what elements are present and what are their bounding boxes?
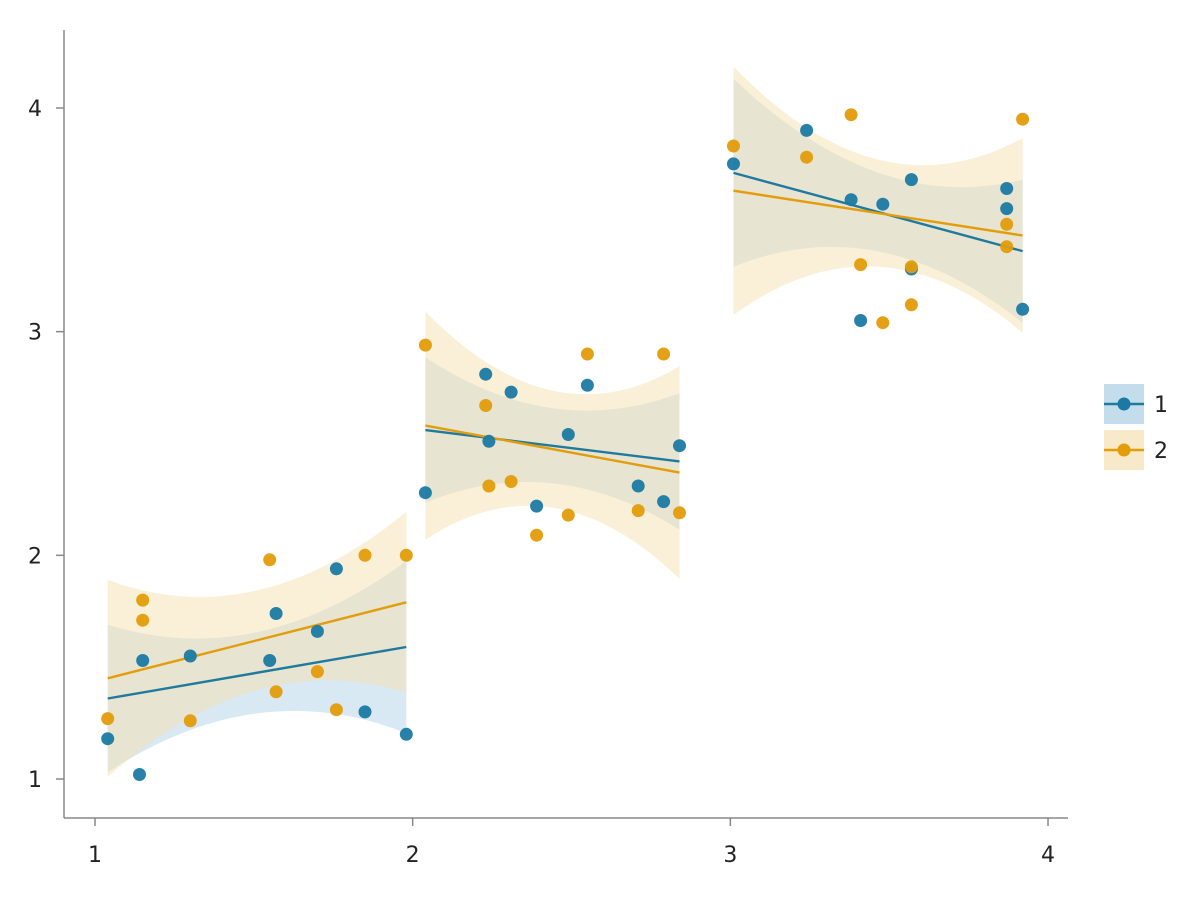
data-point-series-1-24 bbox=[854, 314, 868, 327]
data-point-series-1-7 bbox=[310, 624, 324, 638]
legend-marker-1 bbox=[1117, 397, 1131, 411]
data-point-series-1-1 bbox=[101, 732, 115, 746]
data-point-series-2-20 bbox=[673, 506, 686, 520]
data-point-series-2-18 bbox=[631, 504, 645, 518]
x-tick-label-1: 1 bbox=[88, 843, 102, 868]
legend-label-2: 2 bbox=[1154, 439, 1168, 464]
fit-line-series-2-2 bbox=[425, 424, 680, 474]
data-point-series-1-9 bbox=[358, 705, 372, 719]
y-tick-label-3: 3 bbox=[28, 321, 42, 346]
confidence-bands bbox=[107, 66, 1023, 777]
legend-marker-2 bbox=[1117, 443, 1131, 457]
data-point-series-1-15 bbox=[530, 499, 544, 513]
data-point-series-1-25 bbox=[876, 197, 890, 211]
data-point-series-2-6 bbox=[269, 685, 283, 699]
legend-label-1: 1 bbox=[1154, 393, 1168, 418]
data-point-series-1-21 bbox=[727, 157, 740, 171]
fit-lines bbox=[107, 171, 1023, 700]
data-point-series-2-30 bbox=[1016, 112, 1030, 126]
data-point-series-1-8 bbox=[329, 562, 343, 576]
data-point-series-2-14 bbox=[504, 475, 518, 488]
data-point-series-2-15 bbox=[530, 528, 544, 542]
y-tick-label-4: 4 bbox=[28, 97, 42, 122]
data-point-series-1-12 bbox=[479, 367, 493, 381]
data-point-series-2-24 bbox=[854, 258, 868, 272]
data-point-series-2-7 bbox=[310, 665, 324, 679]
legend: 12 bbox=[1104, 384, 1168, 470]
data-point-series-2-3 bbox=[136, 613, 150, 627]
fit-line-series-1-1 bbox=[107, 645, 407, 700]
data-point-series-2-17 bbox=[580, 347, 594, 361]
data-point-series-1-5 bbox=[263, 654, 277, 667]
data-point-series-2-10 bbox=[399, 548, 413, 562]
fit-line-series-1-2 bbox=[425, 428, 680, 463]
data-point-series-2-25 bbox=[876, 316, 890, 330]
data-point-series-1-2 bbox=[133, 768, 146, 781]
data-point-series-2-28 bbox=[1000, 217, 1014, 231]
data-point-series-1-16 bbox=[561, 428, 575, 441]
x-tick-label-3: 3 bbox=[723, 843, 737, 868]
data-point-series-1-28 bbox=[1000, 182, 1014, 195]
data-point-series-1-19 bbox=[657, 495, 671, 509]
data-point-series-1-4 bbox=[183, 649, 197, 663]
data-point-series-1-26 bbox=[904, 173, 918, 187]
data-points bbox=[101, 108, 1030, 781]
data-point-series-2-23 bbox=[844, 108, 858, 122]
data-point-series-2-27 bbox=[904, 298, 918, 312]
data-point-series-1-30 bbox=[1016, 302, 1030, 316]
data-point-series-2-13 bbox=[482, 479, 496, 493]
data-point-series-1-17 bbox=[580, 378, 594, 392]
confidence-band-series-2-1 bbox=[107, 511, 407, 777]
data-point-series-2-2 bbox=[136, 593, 150, 607]
data-point-series-1-3 bbox=[136, 654, 150, 667]
fit-line-series-2-1 bbox=[107, 601, 407, 680]
data-point-series-2-11 bbox=[418, 338, 432, 352]
x-tick-label-2: 2 bbox=[406, 843, 420, 868]
data-point-series-1-22 bbox=[800, 123, 814, 137]
data-point-series-2-9 bbox=[358, 548, 372, 562]
data-point-series-1-14 bbox=[504, 385, 518, 399]
data-point-series-2-21 bbox=[727, 139, 740, 153]
data-point-series-2-1 bbox=[101, 712, 115, 726]
data-point-series-1-29 bbox=[1000, 202, 1014, 216]
data-point-series-1-6 bbox=[269, 607, 283, 620]
fit-line-series-2-3 bbox=[733, 189, 1023, 237]
data-point-series-2-26 bbox=[904, 260, 918, 274]
data-point-series-2-16 bbox=[561, 508, 575, 522]
data-point-series-2-29 bbox=[1000, 240, 1014, 254]
axes: 1 2 3 4 1 2 3 4 bbox=[28, 30, 1068, 868]
data-point-series-1-23 bbox=[844, 193, 858, 207]
data-point-series-1-10 bbox=[399, 727, 413, 741]
data-point-series-1-11 bbox=[418, 486, 432, 500]
data-point-series-2-4 bbox=[183, 714, 197, 728]
x-tick-label-4: 4 bbox=[1041, 843, 1055, 868]
data-point-series-2-19 bbox=[657, 347, 671, 361]
data-point-series-1-18 bbox=[631, 479, 645, 493]
y-tick-label-1: 1 bbox=[28, 768, 42, 793]
confidence-band-series-2-3 bbox=[733, 66, 1023, 333]
y-tick-label-2: 2 bbox=[28, 544, 42, 569]
data-point-series-1-20 bbox=[673, 439, 686, 453]
data-point-series-1-13 bbox=[482, 434, 496, 448]
data-point-series-2-8 bbox=[329, 703, 343, 717]
data-point-series-2-22 bbox=[800, 150, 814, 164]
data-point-series-2-5 bbox=[263, 553, 277, 567]
data-point-series-2-12 bbox=[479, 399, 493, 412]
